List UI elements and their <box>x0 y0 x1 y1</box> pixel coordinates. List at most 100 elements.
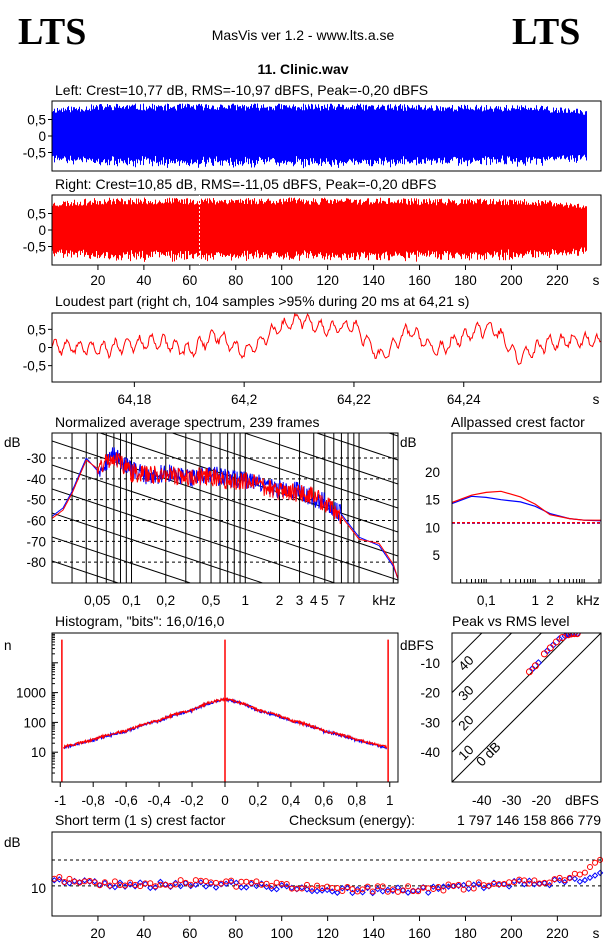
short-term-crest-plot: 10 20 40 60 80 100 120 140 160 180 200 220 s <box>31 831 604 941</box>
x-tick-label: 40 <box>136 926 151 941</box>
x-tick-label: 60 <box>182 926 197 941</box>
crest-point <box>137 883 144 890</box>
x-tick-label: 0,1 <box>122 593 141 608</box>
y-tick-label: -80 <box>26 555 46 570</box>
spectrum-series <box>52 452 398 579</box>
crest-point <box>571 870 578 877</box>
crest-point <box>243 884 250 891</box>
right-waveform-panel: Right: Crest=10,85 dB, RMS=-11,05 dBFS, … <box>23 176 602 288</box>
peak-rms-point <box>540 650 548 658</box>
crest-point <box>309 885 316 892</box>
crest-point <box>51 877 58 884</box>
crest-point <box>526 880 533 887</box>
crest-point <box>273 879 280 886</box>
x-tick-label: 80 <box>228 273 243 288</box>
crest-point <box>576 871 583 878</box>
crest-diagonal <box>452 633 601 782</box>
spectrum-panel: Normalized average spectrum, 239 frames … <box>4 414 399 608</box>
x-tick-label: 5 <box>321 593 329 608</box>
crest-point <box>147 884 154 892</box>
crest-point <box>187 881 194 888</box>
crest-point <box>399 887 406 894</box>
crest-point <box>556 874 563 881</box>
x-tick-label: 0,4 <box>282 793 301 808</box>
crest-point <box>177 882 184 890</box>
crest-point <box>278 882 285 889</box>
y-tick-label: 100 <box>23 715 46 730</box>
crest-point <box>122 882 129 889</box>
x-tick-label: 64,24 <box>447 392 481 407</box>
spectrum-frame <box>51 432 399 584</box>
crest-point <box>227 878 235 886</box>
crest-diagonal-label: 40 <box>455 653 476 674</box>
crest-point <box>415 888 422 895</box>
crest-point <box>298 885 305 892</box>
x-tick-label: 0,1 <box>477 593 496 608</box>
y-tick-label: 0,5 <box>27 113 46 128</box>
left-waveform-plot: 0,50 -0,5 <box>23 100 602 172</box>
left-waveform-title: Left: Crest=10,77 dB, RMS=-10,97 dBFS, P… <box>55 82 428 98</box>
y-tick-label: -30 <box>26 451 46 466</box>
allpass-title: Allpassed crest factor <box>451 414 585 430</box>
x-tick-label: 0 <box>221 793 229 808</box>
crest-point <box>207 880 215 888</box>
crest-diagonal <box>452 633 483 664</box>
peak-rms-point <box>558 633 566 641</box>
x-tick-label: -20 <box>532 793 552 808</box>
crest-point <box>228 877 235 884</box>
x-tick-label: 160 <box>408 273 431 288</box>
right-waveform-title: Right: Crest=10,85 dB, RMS=-11,05 dBFS, … <box>55 176 436 192</box>
allpass-series <box>451 490 601 521</box>
peak-rms-point <box>573 633 581 638</box>
x-tick-label: 60 <box>182 273 197 288</box>
x-tick-label: 200 <box>500 273 523 288</box>
app-title: MasVis ver 1.2 - www.lts.a.se <box>212 27 395 43</box>
peak-rms-point <box>546 644 554 652</box>
crest-point <box>551 876 558 883</box>
checksum-label: Checksum (energy): <box>289 812 415 828</box>
x-tick-label: 0,8 <box>347 793 366 808</box>
peak-rms-y-unit: dBFS <box>400 638 434 653</box>
crest-point <box>86 878 93 885</box>
crest-point <box>344 883 351 890</box>
crest-point <box>364 884 371 892</box>
peak-rms-point <box>525 668 533 676</box>
crest-point <box>379 883 386 890</box>
crest-point <box>596 869 604 877</box>
crest-point <box>495 881 503 889</box>
x-tick-label: 2 <box>546 593 554 608</box>
x-tick-label: -0,2 <box>180 793 203 808</box>
crest-point <box>324 883 331 890</box>
spectrum-title: Normalized average spectrum, 239 frames <box>55 414 320 430</box>
peak-rms-point <box>552 638 560 646</box>
loudest-part-panel: Loudest part (right ch, 104 samples >95%… <box>23 293 602 407</box>
crest-point <box>576 878 584 885</box>
crest-point <box>354 888 361 895</box>
peak-rms-title: Peak vs RMS level <box>452 613 569 629</box>
crest-point <box>253 882 260 890</box>
x-tick-label: 4 <box>310 593 318 608</box>
y-tick-label: 10 <box>31 881 46 896</box>
y-tick-label: -40 <box>420 745 440 760</box>
y-tick-label: 15 <box>425 493 440 508</box>
y-tick-label: -0,5 <box>23 240 46 255</box>
y-tick-label: 1000 <box>16 686 46 701</box>
crest-point <box>157 878 164 886</box>
crest-point <box>344 884 351 892</box>
crest-point <box>212 884 220 891</box>
allpass-y-unit: dB <box>400 435 417 450</box>
crest-point <box>364 883 371 890</box>
x-unit-label: kHz <box>372 593 395 608</box>
crest-point <box>293 885 301 893</box>
crest-point <box>121 883 129 890</box>
crest-point <box>217 881 225 888</box>
x-tick-label: -1 <box>54 793 66 808</box>
crest-point <box>207 879 214 886</box>
crest-point <box>485 883 493 890</box>
crest-frame <box>51 831 602 917</box>
crest-point <box>106 882 113 889</box>
x-tick-label: -0,8 <box>82 793 105 808</box>
crest-point <box>233 883 240 890</box>
crest-point <box>61 879 68 886</box>
